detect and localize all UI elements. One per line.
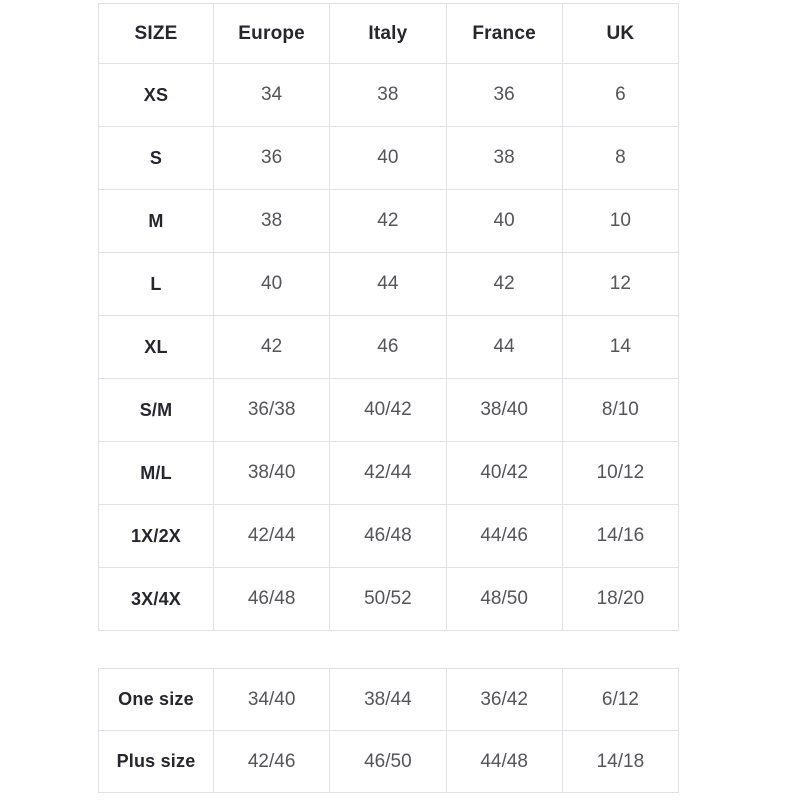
special-sizes-table: One size 34/40 38/44 36/42 6/12 Plus siz… [98,668,680,793]
row-label-cell: One size [98,668,214,731]
value-cell: 12 [561,252,680,316]
value-cell: 6 [561,63,680,127]
table-row-m-l: M/L 38/40 42/44 40/42 10/12 [98,441,680,505]
row-label-cell: S [98,126,214,190]
value-cell: 10 [561,189,680,253]
value-cell: 50/52 [329,567,447,631]
value-cell: 34/40 [212,668,331,731]
value-cell: 42/46 [212,730,331,793]
row-label-cell: Plus size [98,730,214,793]
value-cell: 42 [329,189,447,253]
value-cell: 40/42 [329,378,447,442]
value-cell: 8/10 [561,378,680,442]
row-label-cell: XL [98,315,214,379]
value-cell: 42/44 [212,504,331,568]
row-label-cell: S/M [98,378,214,442]
row-label-cell: 3X/4X [98,567,214,631]
value-cell: 34 [212,63,331,127]
column-header-france: France [445,3,563,64]
value-cell: 46/50 [329,730,447,793]
value-cell: 40 [329,126,447,190]
value-cell: 46 [329,315,447,379]
value-cell: 44 [445,315,563,379]
value-cell: 38/40 [212,441,331,505]
value-cell: 46/48 [329,504,447,568]
value-cell: 8 [561,126,680,190]
table-row-one-size: One size 34/40 38/44 36/42 6/12 [98,668,680,731]
value-cell: 36/38 [212,378,331,442]
value-cell: 40 [445,189,563,253]
value-cell: 10/12 [561,441,680,505]
value-cell: 44/48 [445,730,563,793]
row-label-cell: 1X/2X [98,504,214,568]
value-cell: 40/42 [445,441,563,505]
table-row-xl: XL 42 46 44 14 [98,315,680,379]
value-cell: 38 [445,126,563,190]
value-cell: 48/50 [445,567,563,631]
row-label-cell: M/L [98,441,214,505]
row-label-cell: L [98,252,214,316]
table-header-row: SIZE Europe Italy France UK [98,3,680,64]
table-row-1x-2x: 1X/2X 42/44 46/48 44/46 14/16 [98,504,680,568]
value-cell: 36 [445,63,563,127]
value-cell: 40 [212,252,331,316]
column-header-size: SIZE [98,3,214,64]
value-cell: 18/20 [561,567,680,631]
column-header-uk: UK [561,3,680,64]
table-row-plus-size: Plus size 42/46 46/50 44/48 14/18 [98,730,680,793]
value-cell: 42/44 [329,441,447,505]
value-cell: 44 [329,252,447,316]
value-cell: 38 [212,189,331,253]
value-cell: 46/48 [212,567,331,631]
row-label-cell: M [98,189,214,253]
column-header-europe: Europe [212,3,331,64]
table-row-m: M 38 42 40 10 [98,189,680,253]
table-row-3x-4x: 3X/4X 46/48 50/52 48/50 18/20 [98,567,680,631]
table-row-xs: XS 34 38 36 6 [98,63,680,127]
column-header-italy: Italy [329,3,447,64]
table-row-l: L 40 44 42 12 [98,252,680,316]
value-cell: 14/18 [561,730,680,793]
value-cell: 14/16 [561,504,680,568]
value-cell: 42 [445,252,563,316]
value-cell: 6/12 [561,668,680,731]
value-cell: 36 [212,126,331,190]
value-cell: 42 [212,315,331,379]
table-row-s: S 36 40 38 8 [98,126,680,190]
table-row-s-m: S/M 36/38 40/42 38/40 8/10 [98,378,680,442]
row-label-cell: XS [98,63,214,127]
value-cell: 44/46 [445,504,563,568]
size-conversion-table: SIZE Europe Italy France UK XS 34 38 36 … [98,3,680,631]
value-cell: 38/44 [329,668,447,731]
value-cell: 14 [561,315,680,379]
value-cell: 36/42 [445,668,563,731]
value-cell: 38/40 [445,378,563,442]
value-cell: 38 [329,63,447,127]
